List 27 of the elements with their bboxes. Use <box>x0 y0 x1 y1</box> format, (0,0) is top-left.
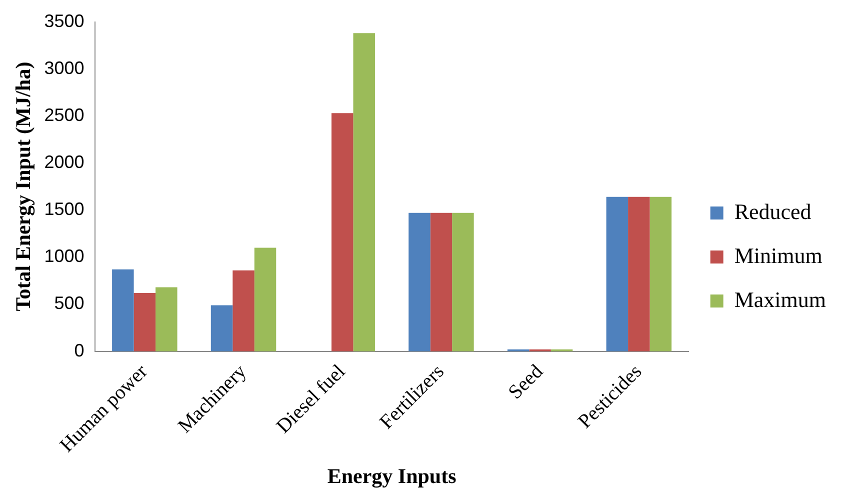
y-tick-label: 500 <box>54 293 84 314</box>
bar <box>650 196 672 352</box>
y-tick-label: 0 <box>74 340 84 360</box>
bar <box>452 212 474 352</box>
y-tick-label: 3500 <box>44 10 84 31</box>
legend-label: Minimum <box>734 242 822 268</box>
bar <box>628 196 650 352</box>
bar <box>353 33 375 352</box>
y-axis-title: Total Energy Input (MJ/ha) <box>11 62 36 312</box>
y-tick-label: 2000 <box>44 152 84 172</box>
bar <box>232 270 254 352</box>
x-axis-title: Energy Inputs <box>327 464 456 488</box>
bar <box>408 212 430 352</box>
bar <box>112 269 134 352</box>
bar <box>331 113 354 352</box>
y-tick-label: 1000 <box>44 246 84 266</box>
legend-label: Reduced <box>734 198 812 224</box>
bar <box>254 248 276 352</box>
bar <box>134 292 156 352</box>
bar <box>430 212 452 352</box>
legend-label: Maximum <box>734 286 826 312</box>
bar <box>606 196 628 352</box>
bar <box>156 287 178 352</box>
bar <box>210 305 233 352</box>
y-tick-label: 1500 <box>44 199 84 220</box>
y-tick-label: 3000 <box>44 58 84 78</box>
y-tick-label: 2500 <box>44 104 84 125</box>
